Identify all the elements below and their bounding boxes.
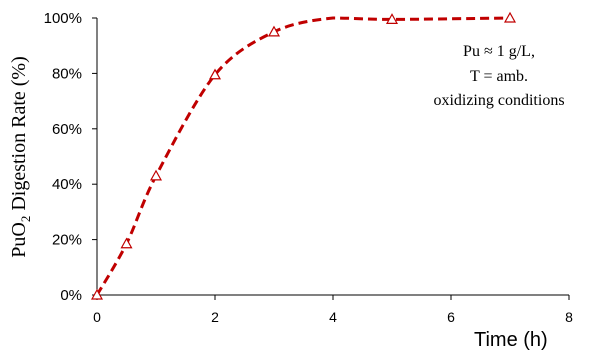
y-tick-label: 60% — [52, 121, 82, 138]
y-ticks: 0% 20% 40% 60% 80% 100% — [44, 10, 97, 304]
series-markers — [90, 11, 517, 300]
x-tick-label: 0 — [93, 309, 101, 325]
x-tick-label: 2 — [211, 309, 219, 325]
y-axis-label-rest: Digestion Rate (%) — [8, 56, 30, 215]
annotation-line-3: oxidizing conditions — [433, 92, 564, 109]
y-tick-label: 20% — [52, 232, 82, 249]
y-axis-label-main: PuO — [8, 222, 30, 258]
data-point — [503, 11, 517, 23]
y-axis-label: PuO2 Digestion Rate (%) — [8, 56, 33, 257]
x-tick-label: 6 — [447, 309, 455, 325]
annotation-line-1: Pu ≈ 1 g/L, — [463, 43, 535, 60]
annotation: Pu ≈ 1 g/L, T = amb. oxidizing condition… — [433, 43, 564, 109]
x-tick-label: 4 — [329, 309, 337, 325]
annotation-line-2: T = amb. — [470, 68, 528, 85]
data-point — [267, 25, 281, 37]
data-point — [149, 169, 163, 181]
x-ticks: 0 2 4 6 8 — [93, 295, 573, 325]
y-tick-label: 100% — [44, 10, 82, 27]
data-point — [90, 288, 104, 300]
y-tick-label: 40% — [52, 176, 82, 193]
y-tick-label: 0% — [60, 287, 82, 304]
data-point — [208, 68, 222, 80]
y-axis-label-subscript: 2 — [18, 216, 33, 223]
x-tick-label: 8 — [565, 309, 573, 325]
data-point — [120, 237, 133, 249]
x-axis-label: Time (h) — [474, 329, 548, 351]
series-line — [95, 16, 511, 296]
data-point — [385, 13, 399, 24]
y-tick-label: 80% — [52, 65, 82, 82]
